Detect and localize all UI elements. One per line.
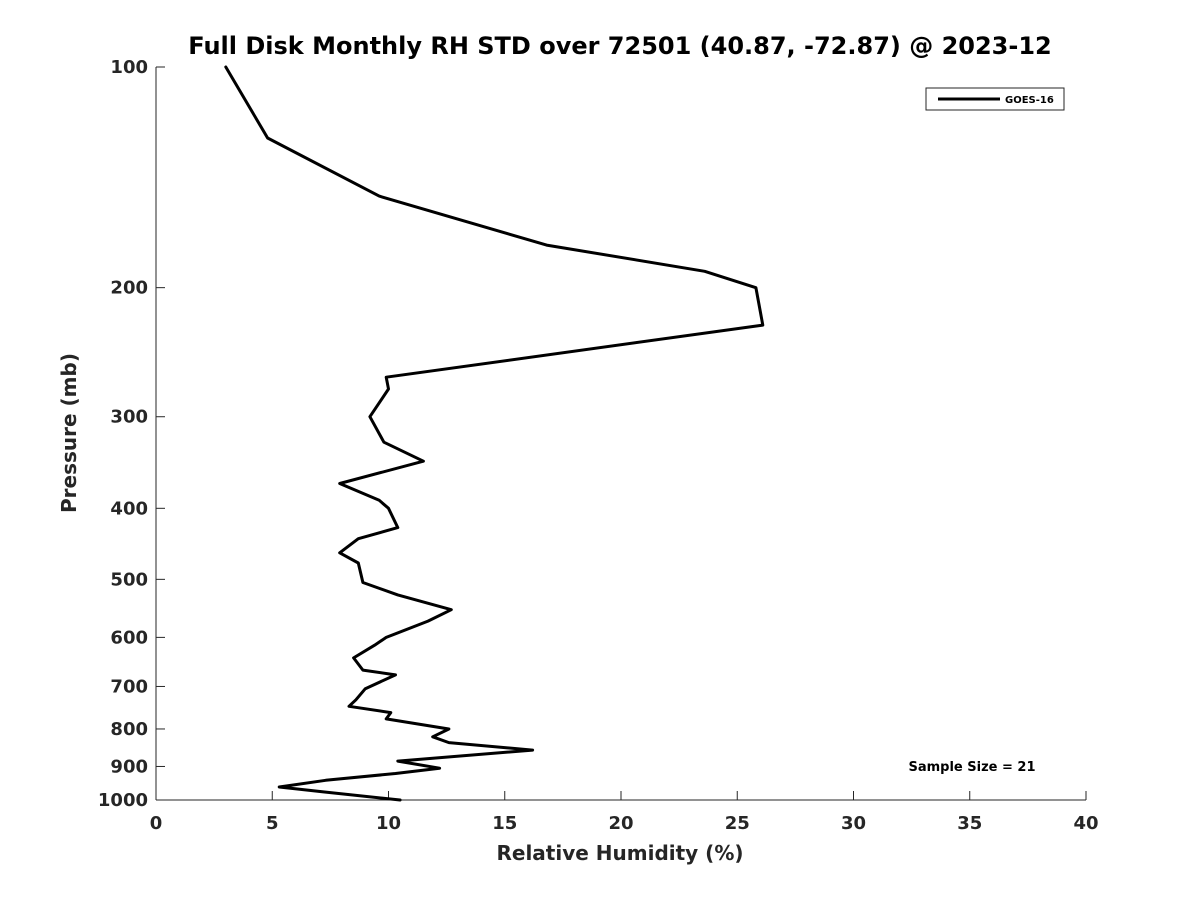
y-tick-label: 300 xyxy=(110,407,148,428)
x-tick-label: 30 xyxy=(841,813,866,834)
chart-title: Full Disk Monthly RH STD over 72501 (40.… xyxy=(188,32,1051,60)
y-tick-label: 400 xyxy=(110,498,148,519)
y-tick-label: 600 xyxy=(110,627,148,648)
x-tick-label: 0 xyxy=(150,813,163,834)
x-tick-label: 5 xyxy=(266,813,279,834)
y-tick-label: 100 xyxy=(110,57,148,78)
y-tick-label: 1000 xyxy=(98,790,148,811)
x-tick-label: 20 xyxy=(608,813,633,834)
x-axis-label: Relative Humidity (%) xyxy=(496,841,743,865)
y-axis-label: Pressure (mb) xyxy=(57,353,81,513)
y-tick-label: 900 xyxy=(110,756,148,777)
y-tick-label: 200 xyxy=(110,278,148,299)
y-tick-label: 500 xyxy=(110,569,148,590)
series-line-goes-16 xyxy=(224,65,765,802)
x-tick-label: 25 xyxy=(725,813,750,834)
x-tick-label: 35 xyxy=(957,813,982,834)
x-axis-ticks: 0 5 10 15 20 25 30 35 40 xyxy=(150,791,1099,834)
legend-label-goes-16: GOES-16 xyxy=(1005,95,1054,106)
y-tick-label: 700 xyxy=(110,676,148,697)
legend: GOES-16 xyxy=(925,87,1065,111)
series-layer xyxy=(224,65,765,802)
sample-size-annotation: Sample Size = 21 xyxy=(908,760,1035,775)
y-axis-ticks: 100 200 300 400 500 600 700 800 900 1000 xyxy=(98,57,165,811)
y-tick-label: 800 xyxy=(110,719,148,740)
x-tick-label: 15 xyxy=(492,813,517,834)
plot-area xyxy=(156,67,1086,800)
x-tick-label: 40 xyxy=(1073,813,1098,834)
x-tick-label: 10 xyxy=(376,813,401,834)
